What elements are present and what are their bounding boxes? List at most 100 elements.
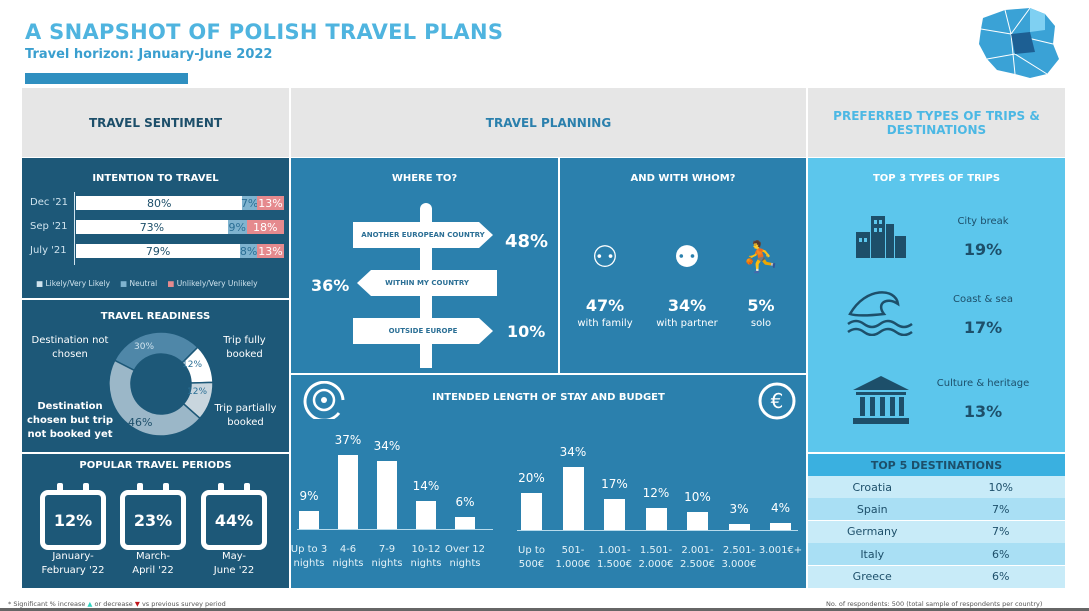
footer-note: * Significant % increase ▲ or decrease ▼… xyxy=(8,600,226,608)
destinations-title: TOP 5 DESTINATIONS xyxy=(808,454,1065,476)
destination-name: Spain xyxy=(856,502,888,516)
category-line: 3.001€+ xyxy=(758,545,803,556)
destination-name: Greece xyxy=(852,570,892,584)
bar-segment-unlikely: 13% xyxy=(256,196,284,210)
bar-category-label: 7-9 nights xyxy=(362,543,412,571)
trip-label: Culture & heritage xyxy=(936,378,1030,389)
whom-title: AND WITH WHOM? xyxy=(630,173,736,184)
bar-segment-unlikely: 13% xyxy=(256,244,284,258)
bar-budget xyxy=(521,493,542,530)
category-line: 2.001- xyxy=(681,545,714,556)
intention-title: INTENTION TO TRAVEL xyxy=(92,173,219,184)
section-header-preferred: PREFERRED TYPES OF TRIPS & DESTINATIONS xyxy=(808,88,1065,157)
sign-within-country: WITHIN MY COUNTRY xyxy=(357,270,497,296)
increase-triangle-icon: ▲ xyxy=(87,600,93,608)
whom-label: with partner xyxy=(656,318,718,329)
wave-icon xyxy=(847,291,913,336)
category-line: 3.000€ xyxy=(721,559,757,570)
intention-panel: INTENTION TO TRAVEL Dec '21 80% 7% 13% Sep '… xyxy=(22,158,289,298)
bar-stay xyxy=(299,511,319,529)
legend-likely: ■ Likely/Very Likely xyxy=(36,279,111,288)
calendar-icon: 44% xyxy=(201,483,267,550)
category-line: Up to 3 xyxy=(290,544,328,555)
periods-title: POPULAR TRAVEL PERIODS xyxy=(79,460,232,471)
poland-map-icon xyxy=(979,7,1059,78)
bar-value-label: 20% xyxy=(518,471,545,485)
stay-budget-panel: INTENDED LENGTH OF STAY AND BUDGET € 9% U… xyxy=(291,375,806,588)
category-line: 501- xyxy=(561,545,585,556)
slice-value-not-chosen: 30% xyxy=(134,342,155,352)
category-line: 1.501- xyxy=(639,545,673,556)
trip-label: Coast & sea xyxy=(952,294,1013,305)
where-panel: WHERE TO? ANOTHER EUROPEAN COUNTRY WITHI… xyxy=(291,158,558,373)
svg-text:€: € xyxy=(771,389,784,413)
category-line: 500€ xyxy=(518,559,545,570)
trip-value: 13% xyxy=(963,402,1003,421)
bar-stay xyxy=(338,455,358,529)
category-line: 1.001- xyxy=(598,545,631,556)
bar-segment-likely: 79% xyxy=(76,244,241,258)
category-line: nights xyxy=(371,558,403,569)
destination-value: 6% xyxy=(992,570,1010,584)
bar-category-label: 1.501- 2.000€ xyxy=(631,544,681,572)
bar-value-label: 3% xyxy=(729,502,749,517)
value-within-country: 36% xyxy=(311,276,350,295)
destination-value: 7% xyxy=(992,502,1010,516)
bar-budget xyxy=(728,524,750,530)
bar-stay xyxy=(455,517,475,529)
bar-value-label: 34% xyxy=(559,445,587,460)
period-label: May- June '22 xyxy=(213,551,255,576)
destination-value: 7% xyxy=(992,525,1010,539)
trips-panel: TOP 3 TYPES OF TRIPS City break 19% Coast … xyxy=(808,158,1065,452)
trips-title: TOP 3 TYPES OF TRIPS xyxy=(872,173,1001,184)
row-label: Dec '21 xyxy=(30,197,69,208)
category-line: Up to xyxy=(518,545,545,556)
respondents-note: No. of respondents: 500 (total sample of… xyxy=(826,600,1043,608)
category-line: 2.500€ xyxy=(680,559,715,570)
category-line: 7-9 xyxy=(378,544,396,555)
calendar-icon: 23% xyxy=(120,483,186,550)
whom-value: 34% xyxy=(667,296,707,315)
bar-category-label: 501- 1.000€ xyxy=(548,544,598,572)
bar-value-label: 10% xyxy=(684,489,711,504)
temple-icon xyxy=(853,376,909,424)
decrease-triangle-icon: ▼ xyxy=(134,600,140,608)
euro-icon: € xyxy=(758,382,796,420)
category-line: nights xyxy=(410,558,442,569)
destination-row: Italy 6% xyxy=(808,543,1065,566)
period-label: March- April '22 xyxy=(132,551,174,576)
destination-value: 10% xyxy=(988,480,1013,494)
bar-category-label: 3.001€+ xyxy=(756,544,806,558)
hiker-icon: ⛹ xyxy=(742,240,780,275)
bar-value-label: 6% xyxy=(455,495,475,509)
row-label: Sep '21 xyxy=(30,221,68,232)
value-outside-europe: 10% xyxy=(507,322,546,341)
family-icon: ⚇ xyxy=(591,240,619,275)
bar-value-label: 14% xyxy=(412,479,440,493)
category-line: 2.000€ xyxy=(638,559,674,570)
slice-value-partially-booked: 12% xyxy=(187,387,208,397)
category-line: 1.500€ xyxy=(597,559,632,570)
destination-name: Italy xyxy=(860,547,885,561)
calendar-icon: 12% xyxy=(40,483,106,550)
sign-another-european: ANOTHER EUROPEAN COUNTRY xyxy=(353,222,493,248)
title-accent-bar xyxy=(25,73,188,84)
bar-value-label: 4% xyxy=(770,500,791,515)
destination-row: Greece 6% xyxy=(808,565,1065,588)
bar-category-label: 10-12 nights xyxy=(401,543,451,571)
sign-outside-europe: OUTSIDE EUROPE xyxy=(353,318,493,344)
destination-value: 6% xyxy=(992,547,1010,561)
slice-label-chosen-not-booked: Destination chosen but trip not booked y… xyxy=(26,401,114,440)
value-another-european: 48% xyxy=(505,231,549,252)
slice-label-fully-booked: Trip fully booked xyxy=(223,335,266,360)
period-label: January- February '22 xyxy=(41,551,105,576)
bar-segment-likely: 80% xyxy=(76,196,243,210)
bar-category-label: 2.001- 2.500€ xyxy=(673,544,723,572)
bar-value-label: 9% xyxy=(299,489,319,503)
periods-panel: POPULAR TRAVEL PERIODS 12% 23% 44% Janua… xyxy=(22,454,289,588)
destination-row: Croatia 10% xyxy=(808,476,1065,498)
bar-segment-unlikely: 18% xyxy=(246,220,284,234)
destination-name: Germany xyxy=(846,525,898,539)
whom-label: with family xyxy=(577,318,633,329)
trip-value: 17% xyxy=(963,318,1003,337)
